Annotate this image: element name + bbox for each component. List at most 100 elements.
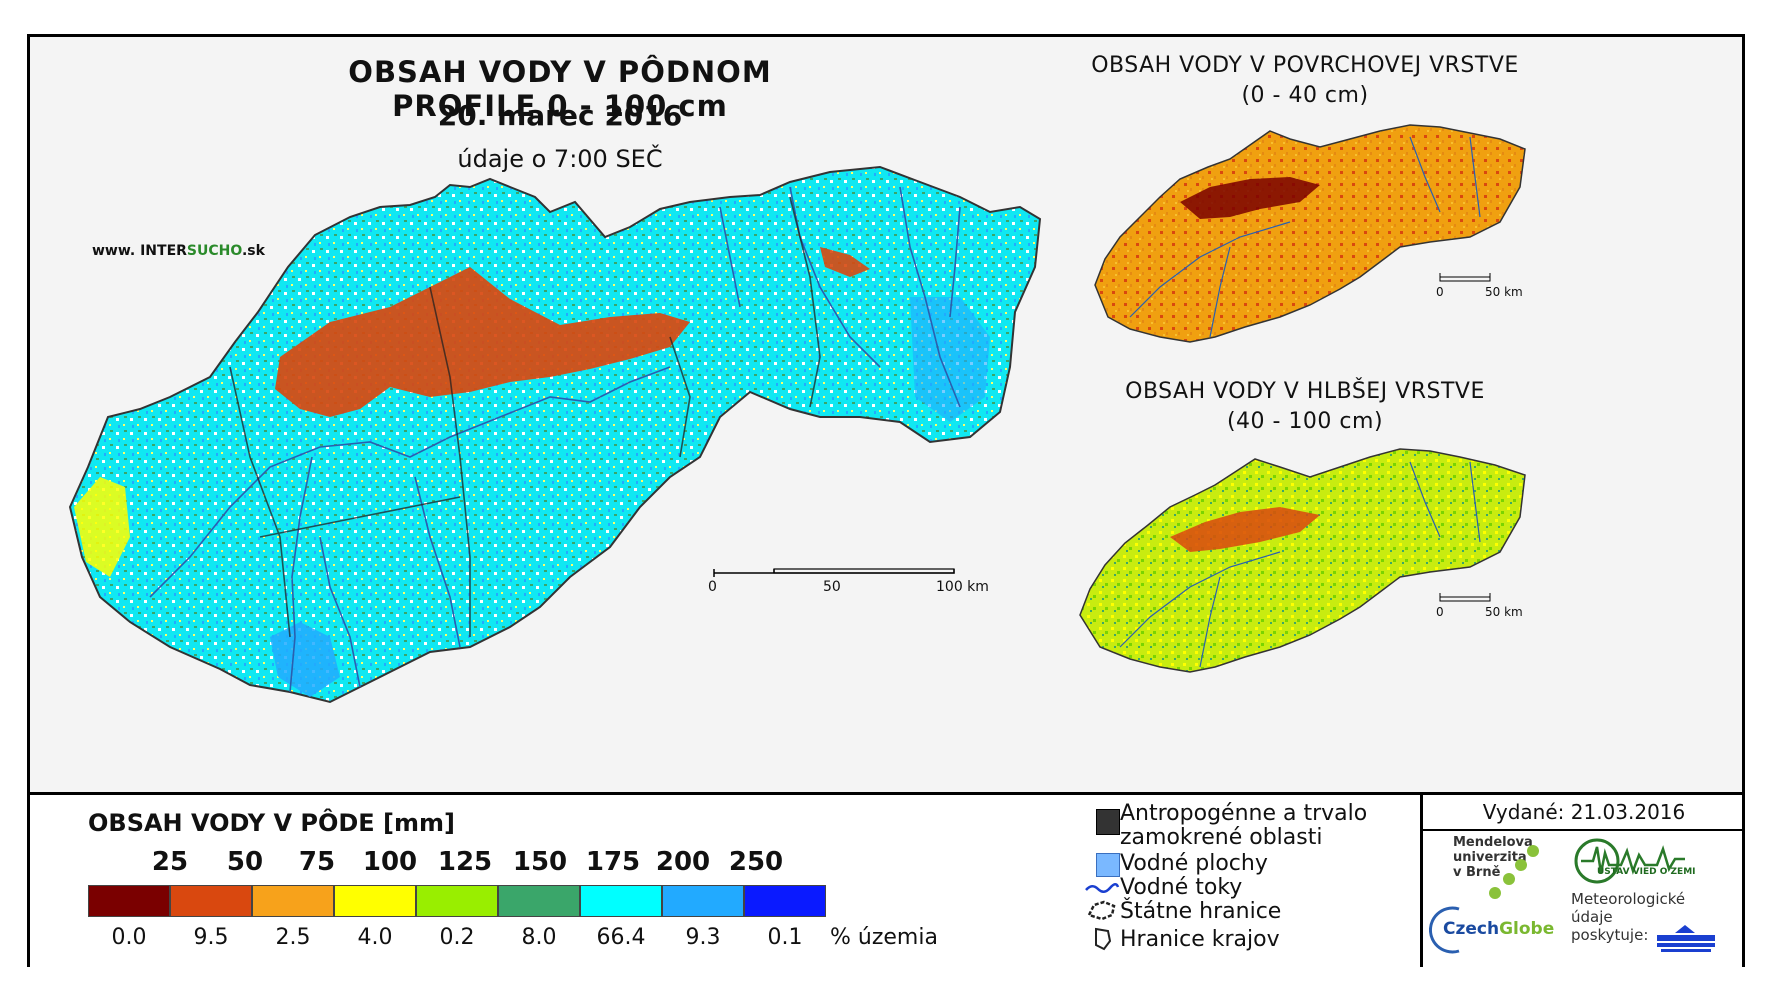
threshold-9: 250 bbox=[728, 847, 784, 877]
czechglobe-a: Czech bbox=[1443, 919, 1500, 939]
legend-panel: OBSAH VODY V PÔDE [mm] 25 50 75 100 125 … bbox=[30, 792, 1745, 967]
percent-3: 2.5 bbox=[275, 925, 311, 950]
key-rivers: Vodné toky bbox=[1120, 875, 1243, 900]
main-map-wet-zone bbox=[910, 297, 990, 422]
threshold-2: 50 bbox=[226, 847, 264, 877]
site-suffix: .sk bbox=[241, 243, 265, 259]
maps-svg bbox=[68, 124, 1526, 704]
legend-swatch-7 bbox=[580, 885, 662, 917]
shmu-logo-icon bbox=[1657, 925, 1715, 952]
key-state-border: Štátne hranice bbox=[1120, 899, 1282, 924]
percent-4: 4.0 bbox=[357, 925, 393, 950]
site-green: SUCHO bbox=[186, 243, 242, 259]
percent-6: 8.0 bbox=[521, 925, 557, 950]
percent-9: 0.1 bbox=[767, 925, 803, 950]
website-label: www. INTERSUCHO.sk bbox=[92, 243, 265, 259]
legend-title: OBSAH VODY V PÔDE [mm] bbox=[88, 809, 456, 837]
region-border-icon bbox=[1095, 927, 1112, 951]
percent-unit-label: % územia bbox=[830, 925, 938, 950]
legend-swatch-5 bbox=[416, 885, 498, 917]
surface-scale-label-0: 0 bbox=[1436, 285, 1444, 299]
percent-5: 0.2 bbox=[439, 925, 475, 950]
main-map-title: OBSAH VODY V PÔDNOM PROFILE 0 - 100 cm bbox=[348, 55, 772, 123]
legend-swatch-1 bbox=[88, 885, 170, 917]
main-scale-label-100: 100 km bbox=[936, 579, 989, 595]
main-map-yellow-zone bbox=[74, 477, 130, 577]
legend-swatch-3 bbox=[252, 885, 334, 917]
mendel-logo-text: Mendelova univerzita v Brně bbox=[1453, 835, 1533, 880]
deep-map-territory bbox=[1079, 448, 1526, 673]
czechglobe-logo: CzechGlobe bbox=[1443, 919, 1554, 939]
threshold-5: 125 bbox=[437, 847, 493, 877]
percent-1: 0.0 bbox=[111, 925, 147, 950]
map-frame: OBSAH VODY V PÔDNOM PROFILE 0 - 100 cm 2… bbox=[27, 34, 1745, 967]
deep-map-title: OBSAH VODY V HLBŠEJ VRSTVE bbox=[1125, 379, 1485, 404]
met-line2: údaje bbox=[1571, 908, 1613, 926]
surface-scale-label-50: 50 km bbox=[1485, 285, 1523, 299]
issued-date: Vydané: 21.03.2016 bbox=[1423, 795, 1745, 831]
threshold-6: 150 bbox=[512, 847, 568, 877]
main-map-territory bbox=[68, 165, 1042, 704]
mendel-line3: v Brně bbox=[1453, 865, 1501, 880]
ustav-logo-text: ÚSTAV VIED O ZEMI bbox=[1597, 867, 1696, 877]
threshold-1: 25 bbox=[151, 847, 189, 877]
state-border-icon bbox=[1087, 900, 1116, 921]
percent-7: 66.4 bbox=[596, 925, 646, 950]
key-anthropogenic-line1: Antropogénne a trvalo bbox=[1120, 801, 1368, 826]
surface-map-territory bbox=[1094, 124, 1526, 343]
surface-map-title-block: OBSAH VODY V POVRCHOVEJ VRSTVE (0 - 40 c… bbox=[1085, 51, 1525, 111]
mendel-logo-dots bbox=[1489, 845, 1539, 899]
legend-swatch-4 bbox=[334, 885, 416, 917]
legend-swatch-2 bbox=[170, 885, 252, 917]
surface-map-dry-zone bbox=[1180, 177, 1320, 219]
main-map-time-note: údaje o 7:00 SEČ bbox=[457, 145, 663, 173]
surface-scale-bar bbox=[1439, 273, 1491, 282]
deep-map-title-block: OBSAH VODY V HLBŠEJ VRSTVE (40 - 100 cm) bbox=[1085, 377, 1525, 437]
issued-panel: Vydané: 21.03.2016 Mendelova univerzita … bbox=[1420, 795, 1745, 967]
mendel-line2: univerzita bbox=[1453, 850, 1527, 865]
main-map-dry-zone bbox=[275, 267, 690, 417]
deep-scale-label-0: 0 bbox=[1436, 605, 1444, 619]
main-map-blue-zone bbox=[270, 622, 340, 697]
percent-8: 9.3 bbox=[685, 925, 721, 950]
main-map-date: 20. marec 2016 bbox=[437, 99, 683, 132]
main-scale-label-0: 0 bbox=[708, 579, 717, 595]
percent-2: 9.5 bbox=[193, 925, 229, 950]
surface-map-subtitle: (0 - 40 cm) bbox=[1241, 83, 1369, 108]
water-body-swatch bbox=[1096, 853, 1120, 877]
key-region-border: Hranice krajov bbox=[1120, 927, 1280, 952]
key-anthropogenic-line2: zamokrené oblasti bbox=[1120, 825, 1323, 850]
main-map-dry-zone-east bbox=[820, 247, 870, 277]
legend-colorbar bbox=[88, 885, 826, 917]
ustav-logo-icon bbox=[1574, 838, 1685, 884]
met-provider-text: Meteorologické údaje poskytuje: bbox=[1571, 890, 1685, 944]
main-scale-bar bbox=[713, 568, 955, 577]
deep-map-dry-zone bbox=[1170, 507, 1320, 552]
deep-scale-bar bbox=[1439, 593, 1491, 602]
czechglobe-b: Globe bbox=[1499, 919, 1555, 939]
mendel-line1: Mendelova bbox=[1453, 835, 1533, 850]
anthropogenic-swatch bbox=[1096, 809, 1120, 835]
deep-scale-label-50: 50 km bbox=[1485, 605, 1523, 619]
map-area: OBSAH VODY V PÔDNOM PROFILE 0 - 100 cm 2… bbox=[30, 37, 1742, 792]
met-line3: poskytuje: bbox=[1571, 926, 1649, 944]
main-map-region-borders bbox=[229, 196, 821, 638]
deep-map-subtitle: (40 - 100 cm) bbox=[1226, 409, 1384, 434]
legend-swatch-9 bbox=[744, 885, 826, 917]
site-prefix: www. INTER bbox=[92, 243, 187, 259]
met-line1: Meteorologické bbox=[1571, 890, 1686, 908]
main-scale-label-50: 50 bbox=[823, 579, 841, 595]
main-map-rivers bbox=[149, 186, 961, 693]
surface-map-title: OBSAH VODY V POVRCHOVEJ VRSTVE bbox=[1091, 53, 1519, 78]
czechglobe-logo-arc bbox=[1429, 906, 1460, 954]
key-water-bodies: Vodné plochy bbox=[1120, 851, 1268, 876]
threshold-8: 200 bbox=[655, 847, 711, 877]
surface-map-rivers bbox=[1129, 136, 1481, 338]
threshold-7: 175 bbox=[585, 847, 641, 877]
threshold-4: 100 bbox=[362, 847, 418, 877]
threshold-3: 75 bbox=[298, 847, 336, 877]
deep-map-rivers bbox=[1119, 461, 1481, 668]
legend-swatch-6 bbox=[498, 885, 580, 917]
river-icon bbox=[1085, 883, 1120, 893]
legend-swatch-8 bbox=[662, 885, 744, 917]
